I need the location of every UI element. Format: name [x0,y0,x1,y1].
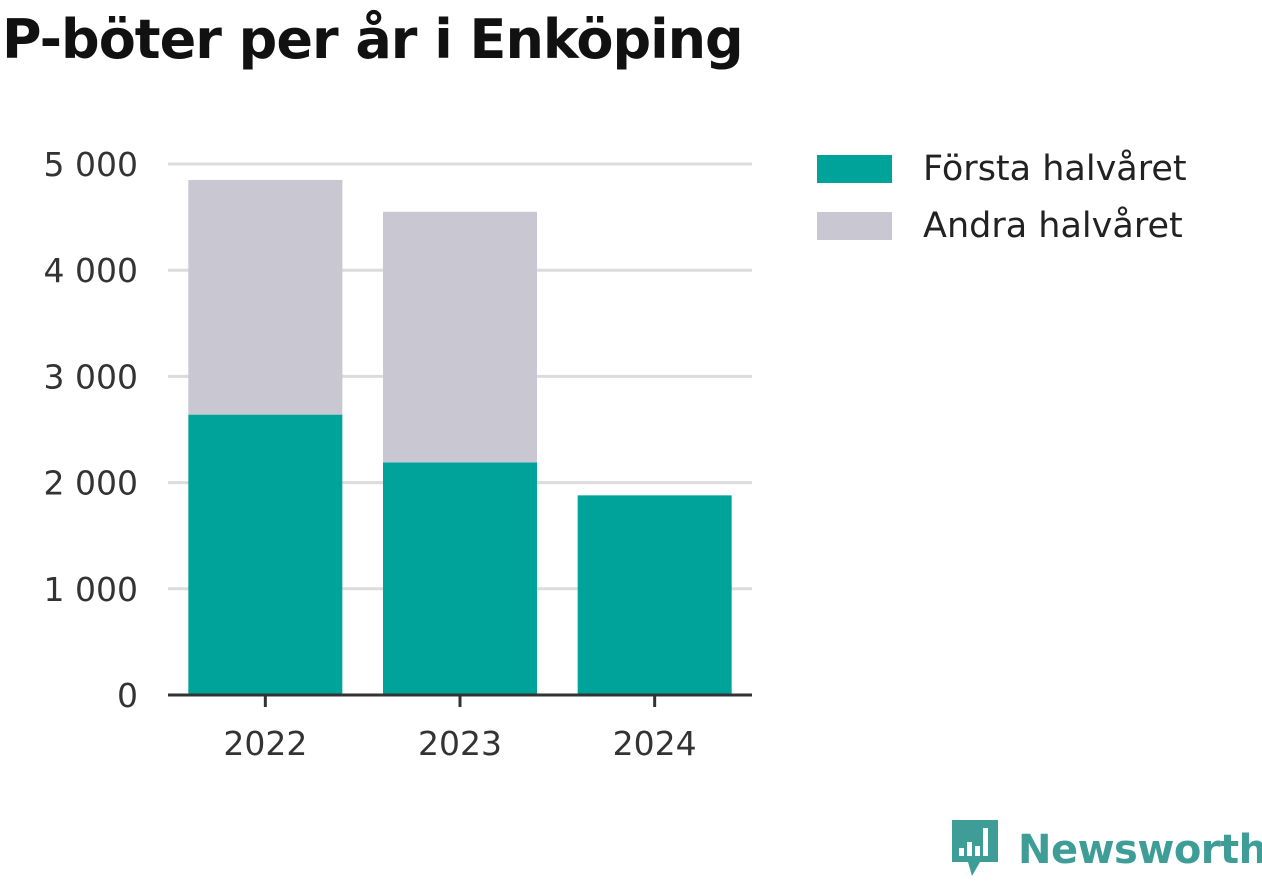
legend-swatch-second-half [817,211,892,240]
bar-second-half [383,211,537,463]
legend-label-second-half: Andra halvåret [923,205,1183,246]
y-tick-label: 3 000 [44,357,138,396]
axes: 0 1 000 2 000 3 000 4 000 5 000 2022 2023 2024 [44,145,752,763]
brand-name: Newsworthy [1018,827,1262,873]
brand-logo: Newsworthy [950,818,1262,882]
y-tick-label: 0 [117,676,138,715]
legend: Första halvåret Andra halvåret [817,140,1187,254]
newsworthy-logo-icon [950,818,1000,882]
legend-item-first-half: Första halvåret [817,140,1187,197]
bar-first-half [577,495,732,695]
y-tick-label: 4 000 [44,251,138,290]
x-tick-label: 2022 [223,724,307,763]
bar-first-half [383,462,537,695]
legend-swatch-first-half [817,154,892,183]
y-tick-label: 1 000 [44,570,138,609]
bar-first-half [188,414,343,695]
bars [188,179,732,695]
x-tick-label: 2024 [613,724,697,763]
legend-item-second-half: Andra halvåret [817,197,1187,254]
y-tick-label: 5 000 [44,145,138,184]
bar-second-half [188,179,343,415]
y-tick-label: 2 000 [44,464,138,503]
chart-title: P-böter per år i Enköping [2,8,744,71]
x-tick-label: 2023 [418,724,502,763]
legend-label-first-half: Första halvåret [923,148,1187,189]
